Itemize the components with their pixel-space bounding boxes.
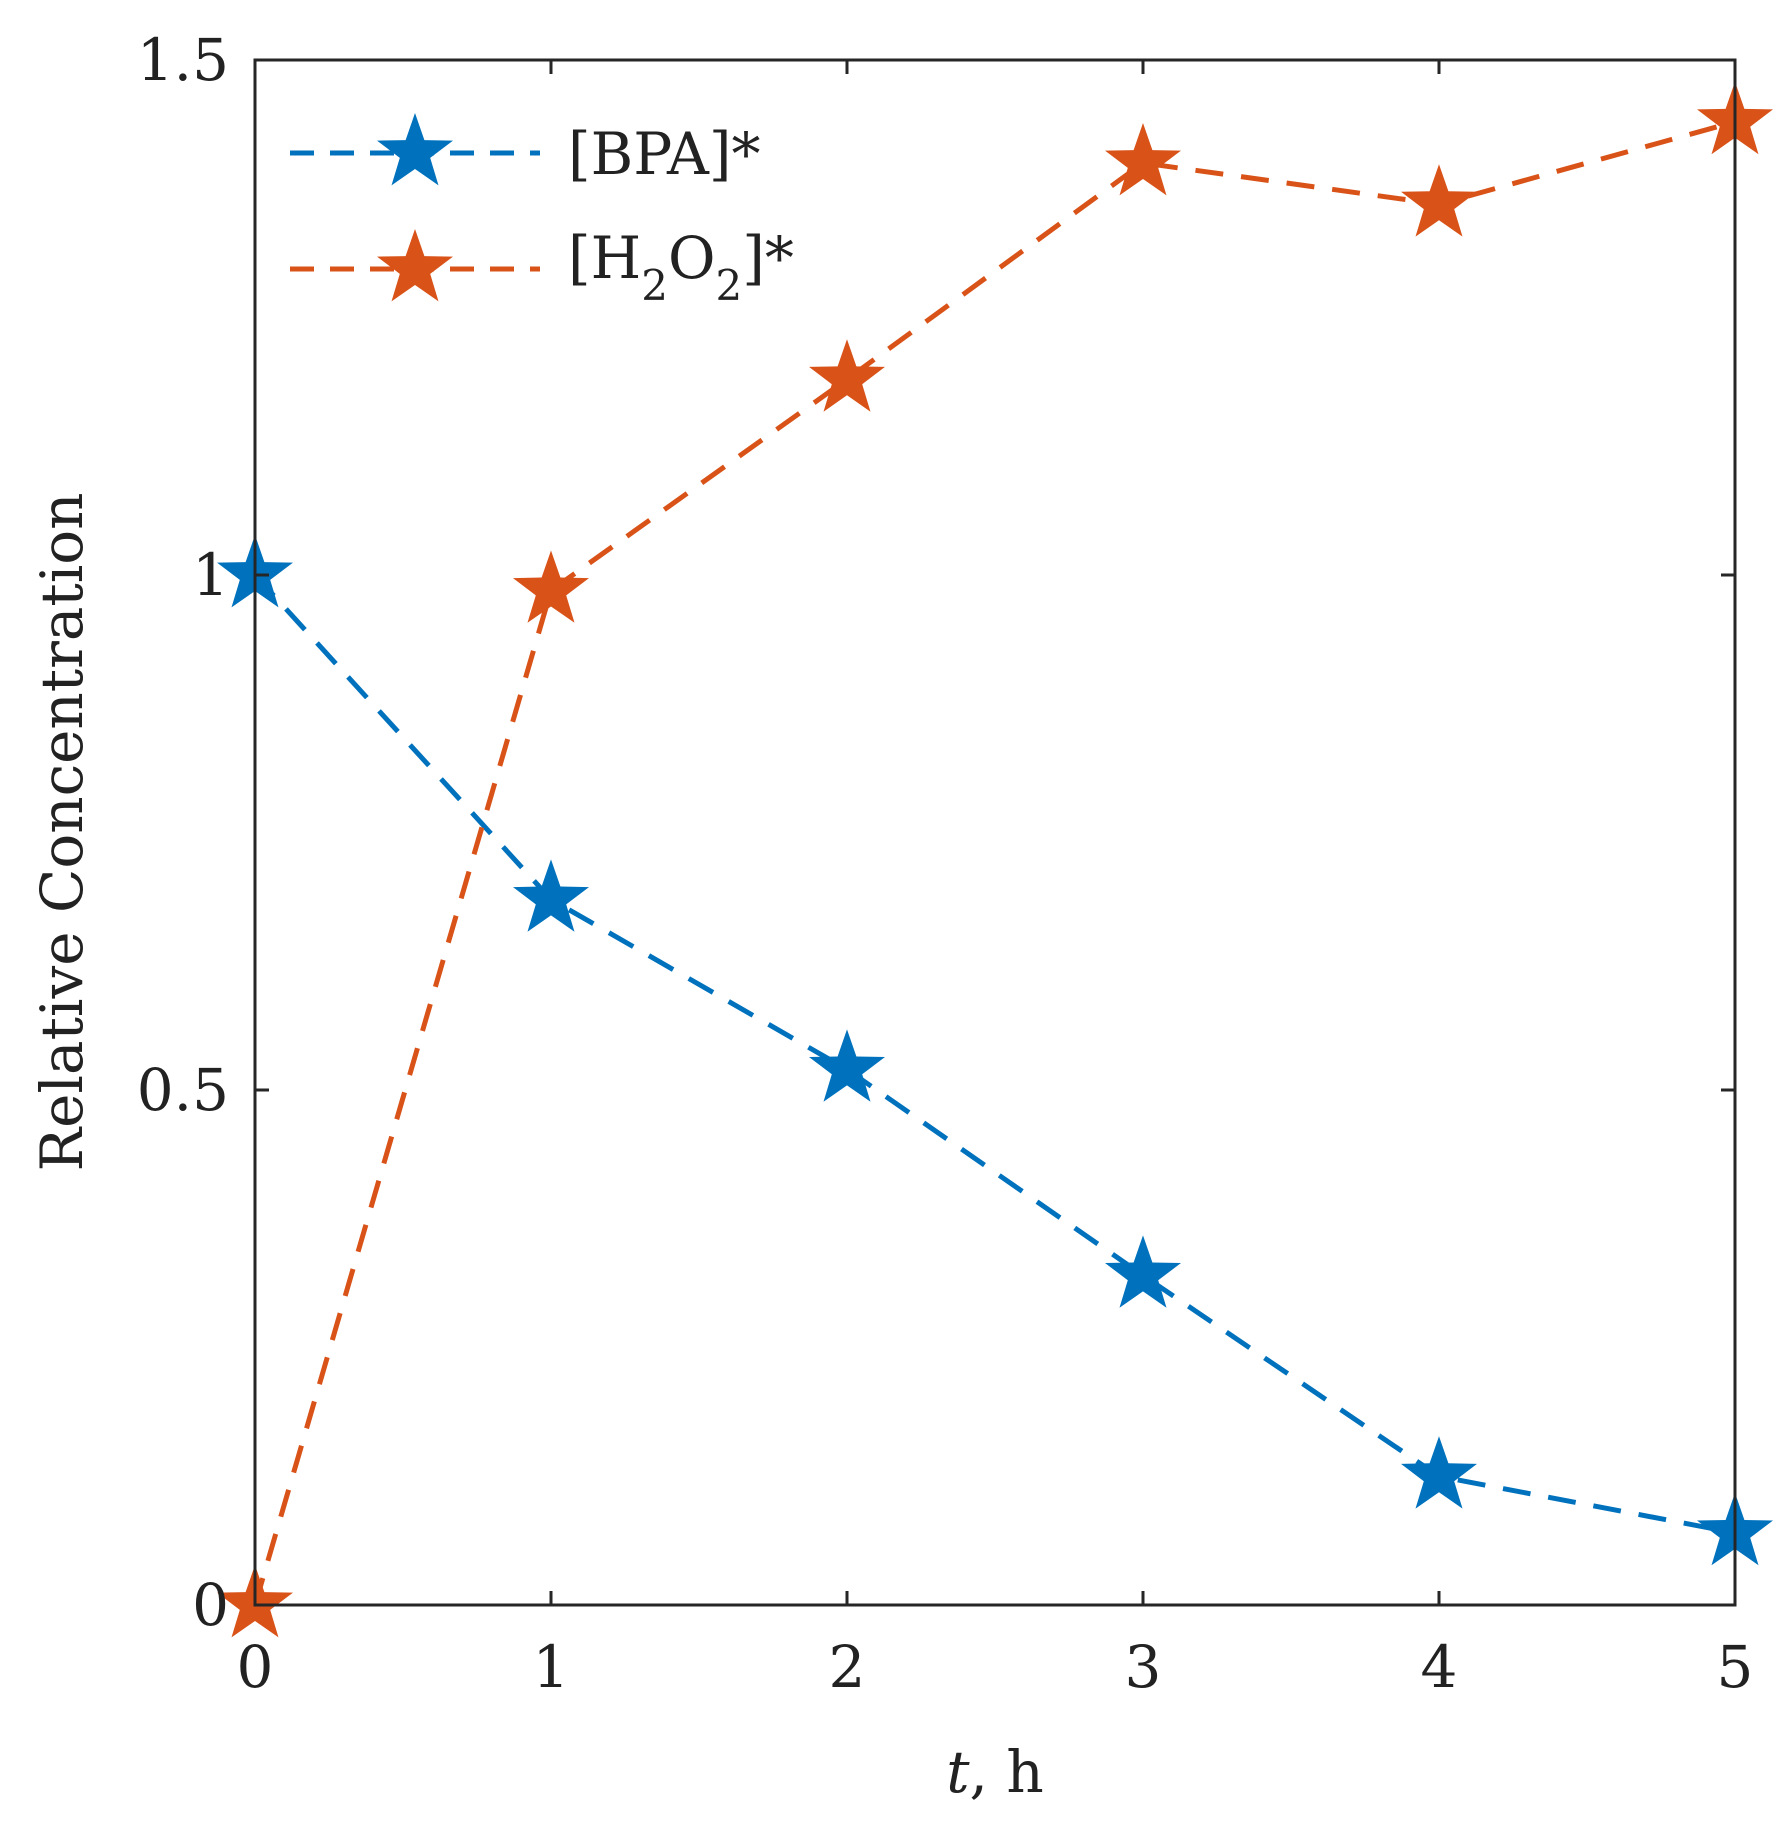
legend-h2o2-part-o: O bbox=[668, 224, 716, 292]
legend-h2o2-sub-1: 2 bbox=[641, 261, 668, 310]
series-line-bpa bbox=[253, 573, 1736, 1536]
legend-bpa-star bbox=[377, 113, 453, 186]
legend-h2o2-part-close: ]* bbox=[742, 224, 794, 292]
point-bpa-star-icon bbox=[809, 1029, 885, 1102]
point-bpa-star-icon bbox=[513, 859, 589, 932]
legend-h2o2-star-icon bbox=[377, 229, 453, 302]
legend-bpa-star-icon bbox=[377, 113, 453, 186]
legend: [BPA]* [H2O2]* bbox=[290, 113, 794, 310]
x-tick-label: 1 bbox=[533, 1633, 570, 1701]
series-line-h2o2 bbox=[252, 119, 1736, 1606]
point-h2o2-star-icon bbox=[1105, 123, 1181, 196]
y-tick-label: 0 bbox=[192, 1571, 229, 1639]
x-tick-label: 2 bbox=[829, 1633, 866, 1701]
plot-frame bbox=[253, 58, 1737, 1607]
x-axis-title: t, h bbox=[946, 1738, 1044, 1806]
point-bpa-star-icon bbox=[1105, 1235, 1181, 1308]
ticks-layer: 0 1 2 3 4 5 0 0.5 1 1.5 bbox=[137, 26, 1754, 1701]
series-layer bbox=[217, 81, 1773, 1638]
y-tick-label: 1.5 bbox=[137, 26, 229, 94]
y-tick-label: 1 bbox=[192, 541, 229, 609]
x-axis-title-var: t bbox=[946, 1738, 970, 1806]
legend-h2o2-part-open: [H bbox=[568, 224, 641, 292]
legend-h2o2-label: [H2O2]* bbox=[568, 224, 794, 310]
legend-h2o2-sub-2: 2 bbox=[716, 261, 743, 310]
x-axis-title-unit: , h bbox=[970, 1738, 1044, 1806]
legend-h2o2-star bbox=[377, 229, 453, 302]
point-h2o2-star-icon bbox=[809, 339, 885, 412]
legend-bpa-label: [BPA]* bbox=[568, 120, 760, 188]
x-tick-label: 3 bbox=[1125, 1633, 1162, 1701]
point-h2o2-star-icon bbox=[1401, 164, 1477, 237]
x-tick-label: 4 bbox=[1421, 1633, 1458, 1701]
point-h2o2-star-icon bbox=[513, 550, 589, 623]
point-bpa-star-icon bbox=[1401, 1436, 1477, 1509]
x-tick-label: 0 bbox=[237, 1633, 274, 1701]
y-tick-label: 0.5 bbox=[137, 1056, 229, 1124]
y-axis-title: Relative Concentration bbox=[28, 492, 96, 1171]
x-tick-label: 5 bbox=[1717, 1633, 1754, 1701]
